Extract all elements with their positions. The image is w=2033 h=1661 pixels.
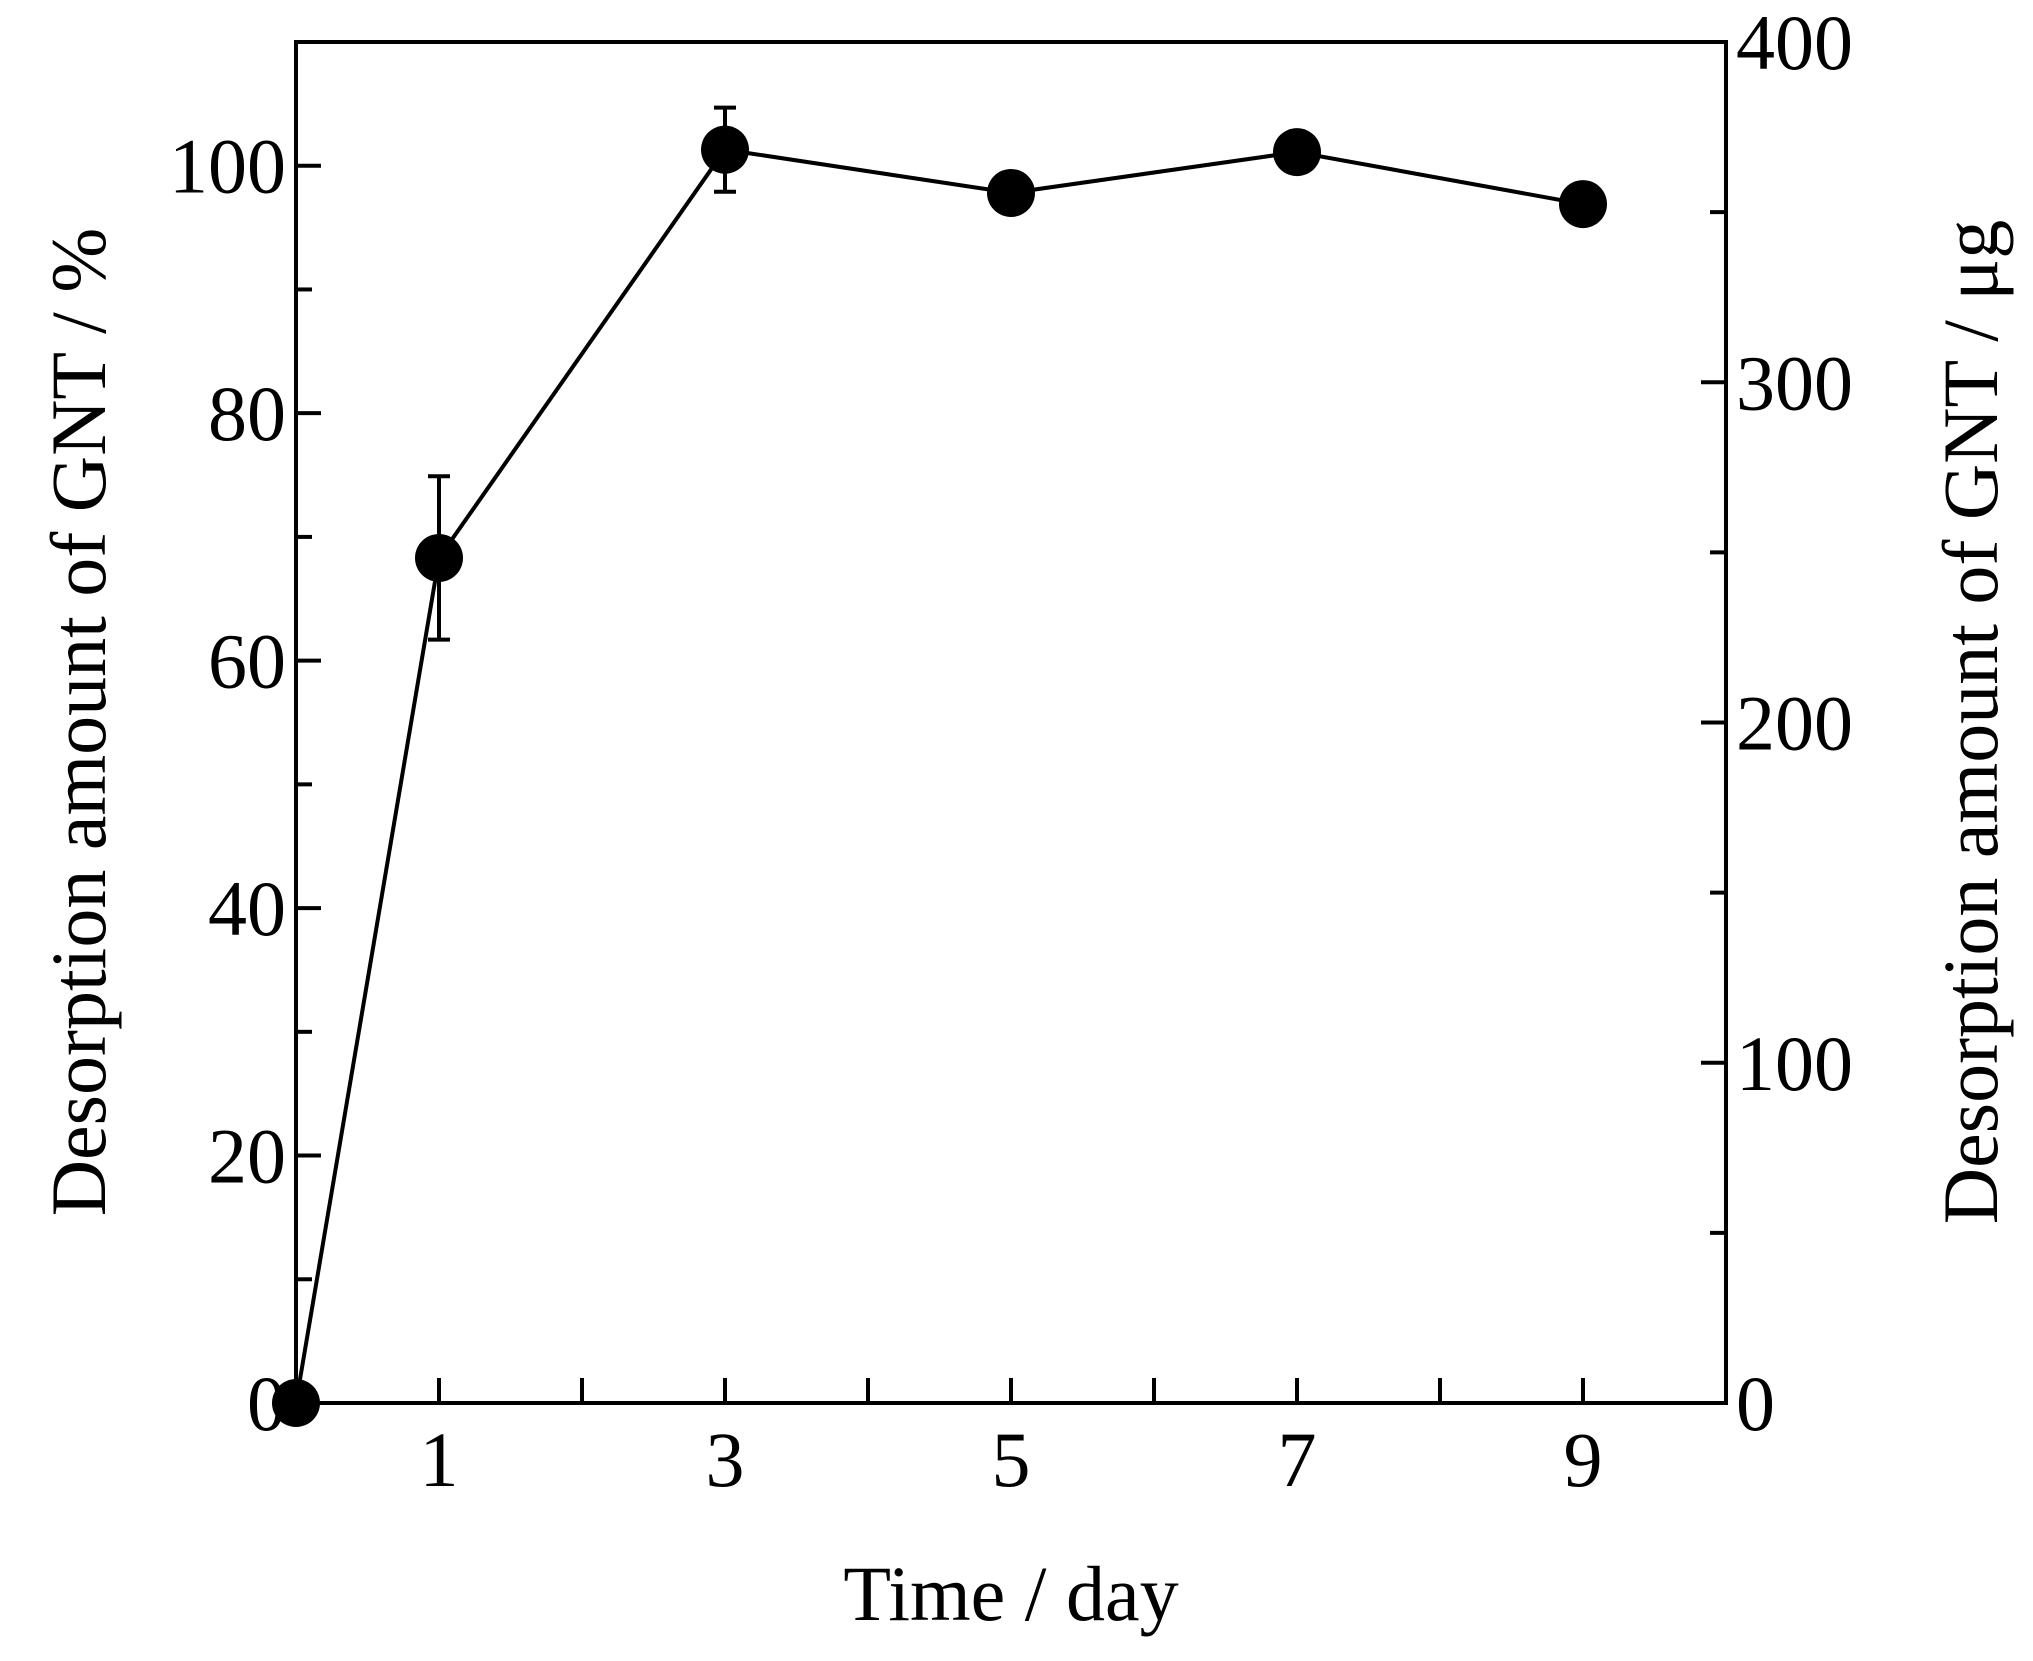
y-tick-label: 100 <box>169 123 286 210</box>
x-tick-label: 1 <box>420 1416 459 1503</box>
data-point <box>1273 128 1321 177</box>
y2-tick-label: 100 <box>1736 1020 1853 1107</box>
x-tick-label: 9 <box>1564 1416 1603 1503</box>
data-point <box>701 125 749 174</box>
y2-tick-label: 300 <box>1736 339 1853 426</box>
y-axis-title: Desorption amount of GNT / % <box>35 228 122 1217</box>
y-tick-label: 40 <box>208 865 286 952</box>
data-point <box>415 533 463 582</box>
x-tick-label: 5 <box>992 1416 1031 1503</box>
data-point <box>1559 180 1607 229</box>
y-tick-label: 80 <box>208 370 286 457</box>
y2-axis-title: Desorption amount of GNT / μg <box>1927 220 2014 1224</box>
series-line <box>294 147 1584 1404</box>
y-tick-label: 20 <box>208 1113 286 1200</box>
plot-frame <box>294 40 1728 1405</box>
y2-tick-label: 400 <box>1736 0 1853 86</box>
y2-tick-label: 0 <box>1736 1360 1775 1447</box>
y2-tick-label: 200 <box>1736 680 1853 767</box>
series-layer <box>272 105 1607 1427</box>
x-axis-title: Time / day <box>843 1550 1178 1637</box>
x-tick-label: 7 <box>1278 1416 1317 1503</box>
y-tick-label: 60 <box>208 618 286 705</box>
data-point <box>272 1379 320 1427</box>
data-point <box>987 168 1035 217</box>
x-tick-label: 3 <box>706 1416 745 1503</box>
